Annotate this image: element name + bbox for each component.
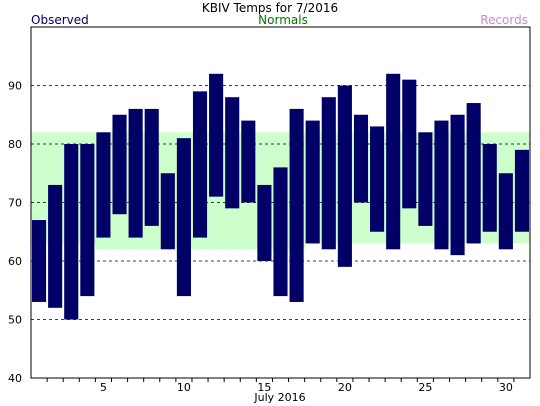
legend-records: Records (480, 13, 528, 27)
chart-title: KBIV Temps for 7/2016 (202, 1, 338, 15)
observed-bar-day-6 (112, 114, 127, 215)
observed-bar-day-26 (434, 120, 449, 250)
y-tick-label-40: 40 (8, 372, 22, 385)
observed-bar-day-9 (160, 173, 175, 250)
observed-bar-day-1 (32, 220, 47, 302)
x-tick-label-15: 15 (257, 381, 271, 394)
observed-bar-day-4 (80, 144, 95, 297)
x-tick-label-10: 10 (177, 381, 191, 394)
observed-bar-day-3 (64, 144, 79, 320)
y-tick-label-70: 70 (8, 197, 22, 210)
plot-frame (30, 26, 531, 379)
observed-bar-day-14 (241, 120, 256, 203)
observed-bar-day-19 (321, 97, 336, 250)
observed-bar-day-27 (450, 114, 465, 256)
observed-bar-day-5 (96, 132, 111, 238)
observed-bar-day-31 (514, 149, 529, 232)
observed-bar-day-12 (209, 73, 224, 197)
legend-observed: Observed (31, 13, 89, 27)
observed-bar-day-30 (498, 173, 513, 250)
y-tick-label-60: 60 (8, 255, 22, 268)
observed-bars (32, 73, 529, 320)
y-tick-label-50: 50 (8, 314, 22, 327)
observed-bar-day-10 (176, 138, 191, 297)
x-axis-label: July 2016 (253, 391, 305, 404)
observed-bar-day-7 (128, 108, 143, 238)
observed-bar-day-21 (353, 114, 369, 203)
y-tick-label-90: 90 (8, 80, 22, 93)
observed-bar-day-17 (289, 108, 304, 302)
observed-bar-day-8 (144, 108, 159, 226)
observed-bar-day-29 (482, 144, 497, 232)
x-tick-label-5: 5 (100, 381, 107, 394)
axis-ticks: 40 50 60 70 80 90 5 10 15 20 25 30 (8, 80, 515, 394)
x-tick-label-25: 25 (418, 381, 432, 394)
x-tick-label-20: 20 (338, 381, 352, 394)
observed-bar-day-23 (386, 73, 401, 250)
normal-band-day-1 (31, 132, 48, 244)
observed-bar-day-11 (192, 91, 208, 238)
observed-bar-day-18 (305, 120, 320, 244)
x-tick-label-30: 30 (499, 381, 513, 394)
observed-bar-day-28 (466, 103, 481, 244)
observed-bar-day-24 (402, 79, 417, 209)
legend-normals: Normals (258, 13, 308, 27)
observed-bar-day-15 (257, 184, 272, 261)
y-tick-label-80: 80 (8, 138, 22, 151)
observed-bar-day-13 (225, 97, 240, 209)
observed-bar-day-2 (48, 184, 63, 308)
observed-bar-day-20 (337, 85, 352, 267)
observed-bar-day-16 (273, 167, 288, 297)
observed-bar-day-22 (370, 126, 385, 232)
observed-bar-day-25 (418, 132, 433, 226)
